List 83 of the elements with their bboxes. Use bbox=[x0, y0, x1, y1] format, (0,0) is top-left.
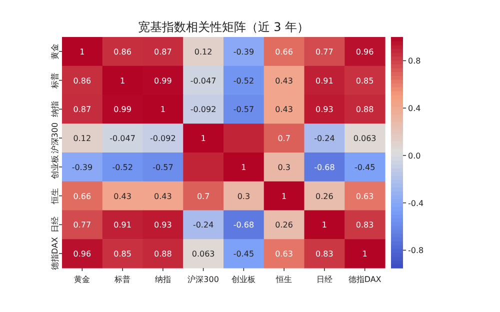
data-label: -0.24 bbox=[192, 220, 214, 230]
y-tick-label: 黄金 bbox=[50, 43, 60, 60]
x-tick-label: 黄金 bbox=[74, 275, 90, 284]
data-label: 0.26 bbox=[316, 192, 334, 201]
data-label: 0.85 bbox=[114, 250, 132, 259]
data-label: 0.43 bbox=[114, 192, 132, 201]
x-tick-label: 沪深300 bbox=[188, 275, 219, 284]
y-tick-label: 恒生 bbox=[50, 188, 60, 205]
data-label: -0.52 bbox=[112, 162, 133, 172]
color-bar-label: 0.4 bbox=[408, 104, 421, 114]
data-label: 0.99 bbox=[154, 76, 172, 86]
data-label: -0.39 bbox=[72, 162, 93, 172]
data-label: 1 bbox=[362, 250, 368, 259]
data-label: 1 bbox=[241, 162, 246, 172]
data-label: 0.7 bbox=[278, 134, 290, 144]
data-label: 0.3 bbox=[237, 192, 250, 201]
data-label: 0.88 bbox=[154, 250, 172, 259]
data-label: 0.99 bbox=[114, 105, 132, 114]
data-label: 1 bbox=[120, 76, 126, 86]
data-label: -0.092 bbox=[150, 134, 176, 144]
data-label: 0.85 bbox=[356, 76, 374, 86]
data-label: 0.83 bbox=[316, 250, 334, 259]
data-label: 0.63 bbox=[356, 192, 374, 201]
data-label: 1 bbox=[200, 134, 206, 144]
data-label: 0.12 bbox=[73, 134, 92, 144]
data-label: 0.66 bbox=[275, 47, 293, 56]
x-tick-label: 创业板 bbox=[232, 275, 256, 284]
data-label: 0.26 bbox=[275, 220, 293, 230]
y-tick-label: 标普 bbox=[50, 72, 60, 90]
data-label: 0.93 bbox=[154, 220, 172, 230]
data-label: 1 bbox=[282, 192, 287, 201]
data-label: 0.86 bbox=[73, 76, 92, 86]
y-tick-label: 创业板 bbox=[50, 154, 60, 179]
x-tick-label: 日经 bbox=[316, 275, 332, 284]
data-label: 0.43 bbox=[154, 192, 172, 201]
color-bar-label: -0.8 bbox=[408, 246, 424, 256]
data-label: 0.063 bbox=[192, 250, 215, 259]
color-bar-label: 0.8 bbox=[408, 56, 421, 66]
data-label: 0.43 bbox=[275, 105, 293, 114]
data-label: -0.57 bbox=[233, 105, 254, 114]
x-tick-label: 标普 bbox=[114, 275, 131, 284]
data-label: -0.68 bbox=[314, 162, 335, 172]
data-label: -0.24 bbox=[314, 134, 335, 144]
data-label: -0.45 bbox=[354, 162, 376, 172]
y-tick-label: 纳指 bbox=[50, 101, 60, 118]
data-label: -0.047 bbox=[110, 134, 136, 144]
data-label: -0.047 bbox=[190, 76, 216, 86]
data-label: 0.43 bbox=[275, 76, 293, 86]
data-label: 0.3 bbox=[278, 162, 290, 172]
data-label: 0.91 bbox=[114, 220, 132, 230]
data-label: 0.12 bbox=[194, 47, 212, 56]
data-label: -0.092 bbox=[190, 105, 216, 114]
data-label: 0.063 bbox=[353, 134, 376, 144]
data-label: 1 bbox=[80, 47, 85, 56]
x-tick-label: 德指DAX bbox=[348, 275, 382, 284]
data-label: 0.7 bbox=[196, 192, 210, 201]
data-label: 0.77 bbox=[73, 220, 92, 230]
data-label: 0.96 bbox=[73, 250, 92, 259]
data-label: 0.83 bbox=[356, 220, 374, 230]
x-tick-label: 恒生 bbox=[275, 275, 292, 284]
data-label: 1 bbox=[160, 105, 166, 114]
color-bar-label: -0.4 bbox=[408, 198, 424, 208]
data-label: -0.52 bbox=[233, 76, 254, 86]
data-label: 0.66 bbox=[73, 192, 92, 201]
data-label: 1 bbox=[322, 220, 327, 230]
data-label: -0.57 bbox=[152, 162, 174, 172]
y-tick-label: 沪深300 bbox=[50, 122, 60, 154]
data-label: -0.68 bbox=[233, 220, 254, 230]
data-label: -0.45 bbox=[233, 250, 254, 259]
data-label: 0.86 bbox=[114, 47, 132, 56]
chart-title: 宽基指数相关性矩阵（近 3 年） bbox=[138, 20, 310, 34]
data-label: 0.93 bbox=[316, 105, 334, 114]
data-label: 0.87 bbox=[73, 105, 92, 114]
x-tick-label: 纳指 bbox=[154, 275, 171, 284]
data-label: 0.91 bbox=[316, 76, 334, 86]
color-bar-label: 0.0 bbox=[408, 151, 421, 160]
data-label: 0.77 bbox=[316, 47, 334, 56]
y-tick-label: 日经 bbox=[50, 216, 60, 233]
data-label: 0.88 bbox=[356, 105, 374, 114]
data-label: 0.87 bbox=[154, 47, 172, 56]
data-label: -0.39 bbox=[233, 47, 254, 56]
data-label: 0.63 bbox=[275, 250, 293, 259]
data-label: 0.96 bbox=[356, 47, 374, 56]
